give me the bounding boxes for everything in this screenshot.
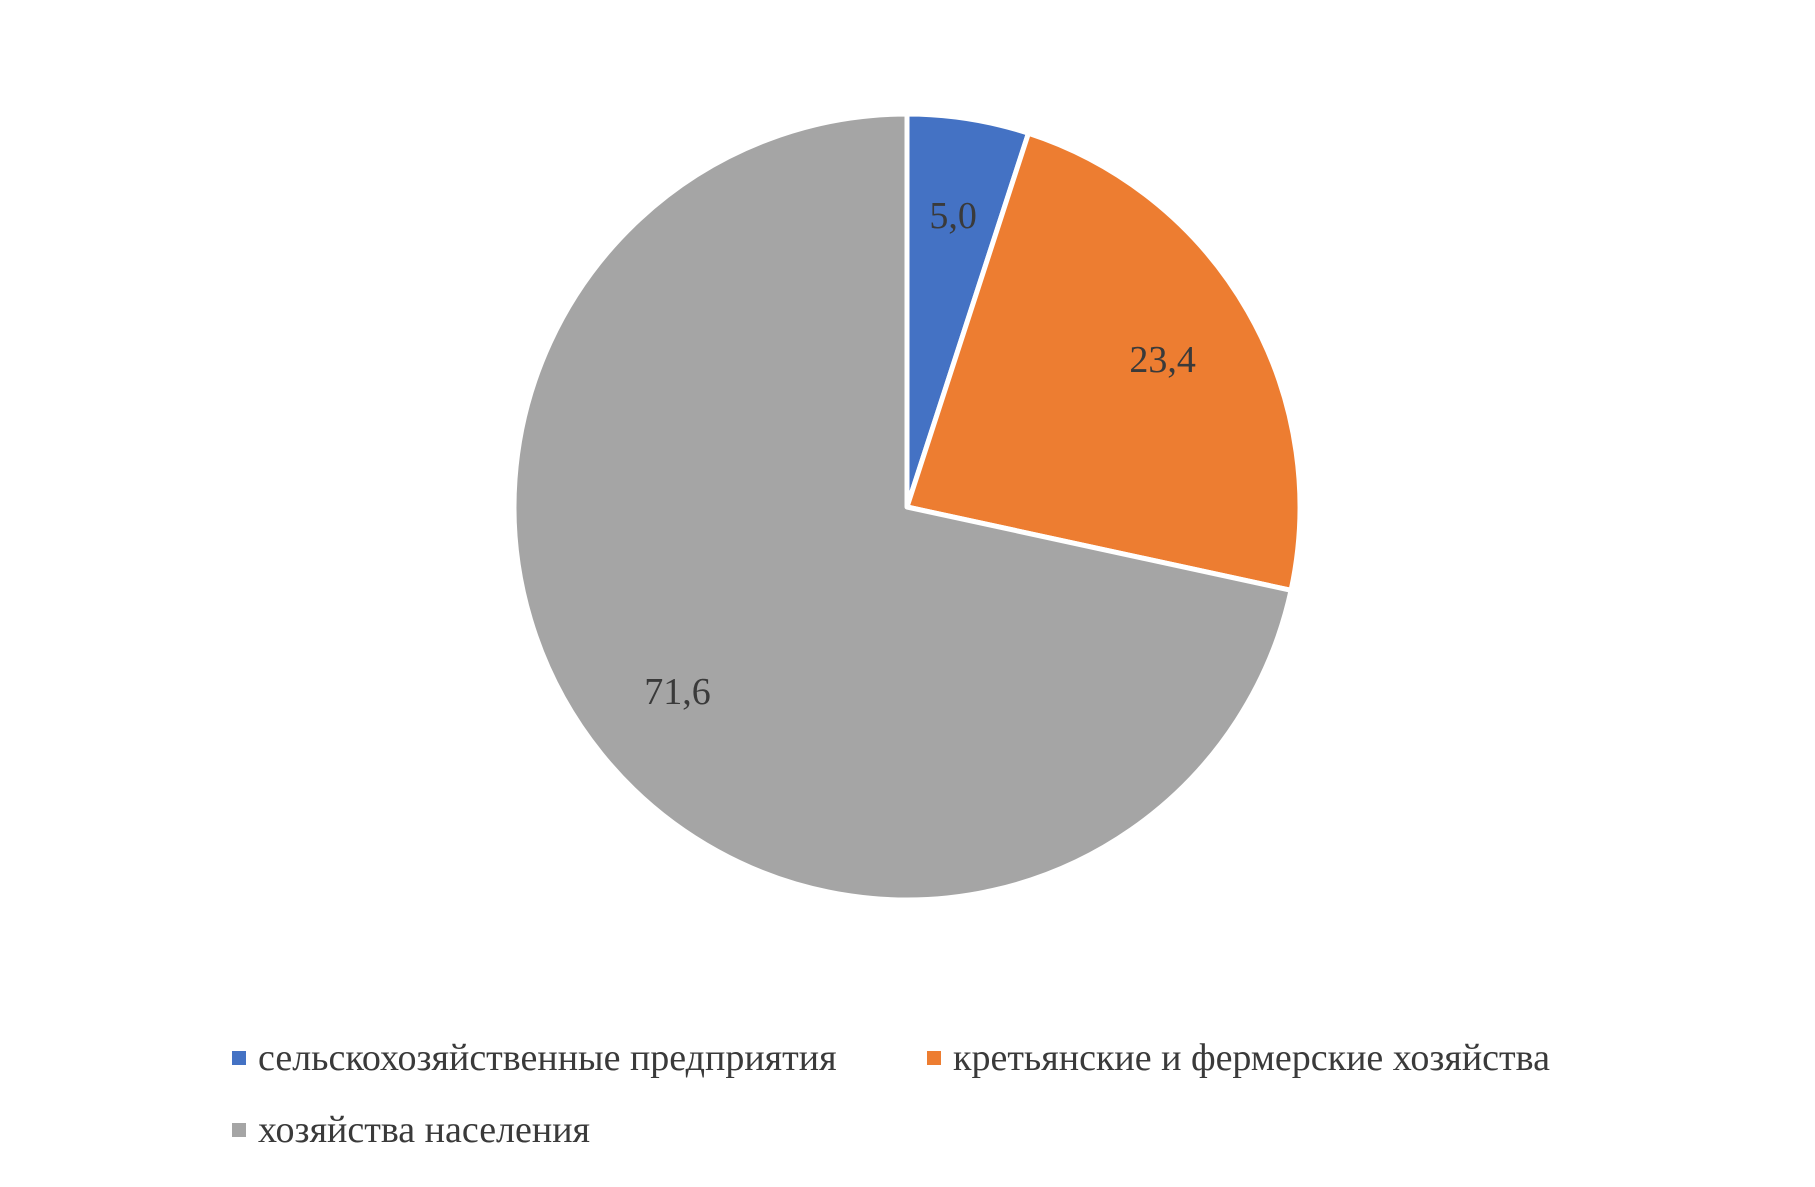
legend-swatch-agricultural-enterprises — [232, 1051, 246, 1065]
legend-label-households: хозяйства населения — [258, 1109, 591, 1151]
legend-label-agricultural-enterprises: сельскохозяйственные предприятия — [258, 1037, 837, 1079]
legend-swatch-farms — [927, 1051, 941, 1065]
legend-item-agricultural-enterprises: сельскохозяйственные предприятия — [232, 1036, 837, 1080]
pie-slice-households — [511, 111, 1294, 903]
data-label-households: 71,6 — [644, 671, 711, 713]
legend-item-farms: кретьянские и фермерские хозяйства — [927, 1036, 1550, 1080]
data-label-farms: 23,4 — [1129, 339, 1196, 381]
pie-slice-farms — [904, 130, 1303, 593]
data-label-agricultural-enterprises: 5,0 — [929, 195, 977, 237]
legend-swatch-households — [232, 1123, 246, 1137]
legend-label-farms: кретьянские и фермерские хозяйства — [953, 1037, 1550, 1079]
legend-item-households: хозяйства населения — [232, 1108, 590, 1152]
